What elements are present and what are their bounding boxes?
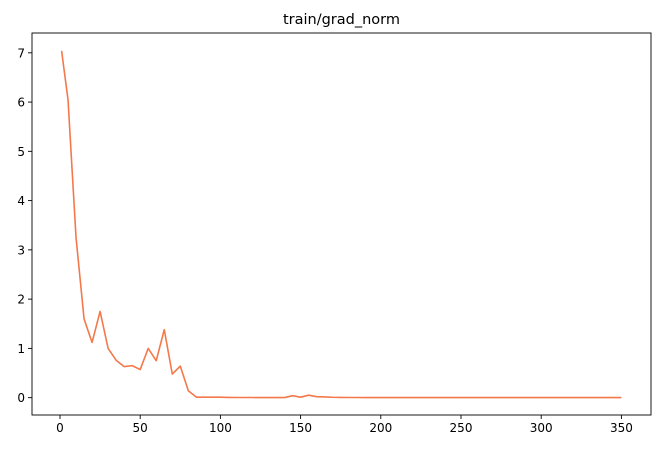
x-tick-label: 150 (289, 421, 312, 435)
y-tick-label: 1 (17, 342, 25, 356)
x-tick-label: 200 (369, 421, 392, 435)
chart-title: train/grad_norm (283, 12, 400, 28)
y-tick-label: 6 (17, 96, 25, 110)
axes-frame (31, 32, 652, 416)
y-tick-label: 0 (17, 391, 25, 405)
y-tick-label: 7 (17, 46, 25, 60)
x-tick-label: 300 (530, 421, 553, 435)
y-tick-label: 4 (17, 194, 25, 208)
x-tick-label: 350 (610, 421, 633, 435)
y-tick-label: 3 (17, 243, 25, 257)
x-tick-label: 100 (209, 421, 232, 435)
series-line-0 (60, 50, 622, 399)
plot-area: 0 50 100 150 200 250 300 350 0 1 2 3 4 5 6 7 (17, 32, 652, 435)
x-tick-label: 50 (133, 421, 148, 435)
y-tick-label: 2 (17, 293, 25, 307)
y-tick-label: 5 (17, 145, 25, 159)
x-tick-label: 0 (56, 421, 64, 435)
x-tick-label: 250 (450, 421, 473, 435)
